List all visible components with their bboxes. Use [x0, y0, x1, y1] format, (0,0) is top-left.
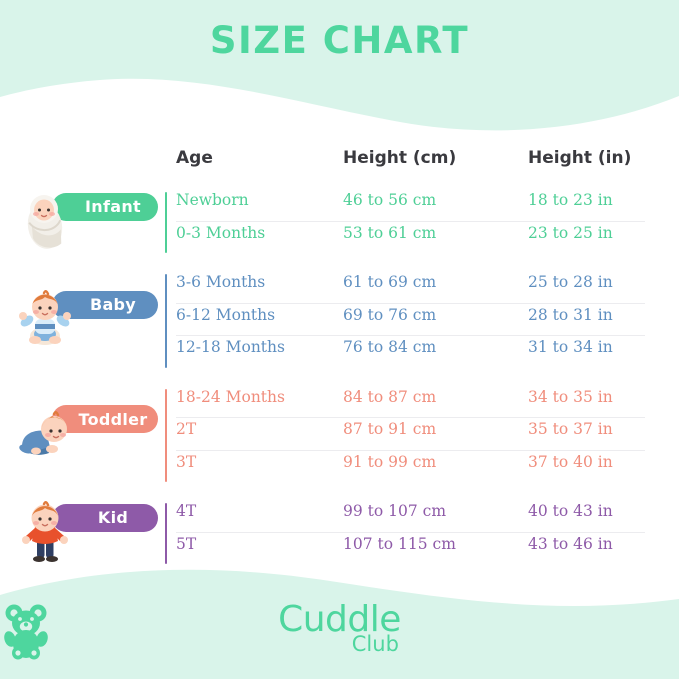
cell-age: 4T	[176, 502, 197, 520]
cell-height-cm: 99 to 107 cm	[343, 502, 447, 520]
cell-height-cm: 91 to 99 cm	[343, 452, 437, 471]
table-column-headers: Age Height (cm) Height (in)	[0, 148, 679, 188]
cell-age: 3T	[176, 452, 197, 471]
table-row: 12-18 Months 76 to 84 cm 31 to 34 in	[0, 335, 679, 368]
size-group-toddler: Toddler 18-24 Months 84 to 87 cm 34 to 35 …	[0, 385, 679, 500]
logo-secondary-text: Club	[351, 632, 399, 656]
crawling-toddler-icon	[14, 402, 76, 464]
cell-height-cm: 107 to 115 cm	[343, 534, 456, 553]
cell-height-cm: 53 to 61 cm	[343, 223, 437, 242]
logo-wordmark: Cuddle Club	[278, 602, 401, 655]
size-group-baby: Baby 3-6 Months 61 to 69 cm 25 to 28 in 6-1…	[0, 270, 679, 385]
table-row: 5T 107 to 115 cm 43 to 46 in	[0, 531, 679, 565]
size-group-kid: Kid 4T 99 to 107 cm 40 to 43 in 5T 107 to 11…	[0, 499, 679, 581]
teddy-bear-icon	[4, 604, 48, 660]
cell-age: Newborn	[176, 191, 249, 209]
cell-age: 18-24 Months	[176, 387, 285, 406]
category-pill: Toddler	[52, 405, 158, 434]
table-row: 18-24 Months 84 to 87 cm 34 to 35 in	[0, 385, 679, 418]
table-row: 2T 87 to 91 cm 35 to 37 in	[0, 417, 679, 450]
row-separator	[176, 335, 645, 336]
cell-height-in: 43 to 46 in	[528, 534, 613, 553]
cell-height-in: 35 to 37 in	[528, 420, 613, 438]
cell-height-in: 18 to 23 in	[528, 191, 613, 209]
cell-age: 0-3 Months	[176, 223, 266, 242]
footer-wave-shape	[0, 569, 679, 679]
cell-height-cm: 84 to 87 cm	[343, 387, 437, 406]
category-label: Infant	[85, 197, 141, 216]
cell-height-in: 25 to 28 in	[528, 273, 613, 291]
cell-age: 2T	[176, 420, 197, 438]
cell-height-cm: 69 to 76 cm	[343, 305, 437, 324]
cell-height-cm: 87 to 91 cm	[343, 420, 437, 438]
group-divider-kid	[165, 503, 167, 564]
group-divider-infant	[165, 192, 167, 253]
table-row: 3-6 Months 61 to 69 cm 25 to 28 in	[0, 270, 679, 303]
group-divider-baby	[165, 274, 167, 368]
footer-band: Cuddle Club	[0, 549, 679, 679]
cell-height-in: 31 to 34 in	[528, 338, 613, 356]
row-separator	[176, 449, 645, 451]
category-pill: Infant	[52, 192, 158, 221]
cell-height-cm: 46 to 56 cm	[343, 191, 437, 209]
cell-height-cm: 76 to 84 cm	[343, 338, 437, 356]
size-group-infant: Infant Newborn 46 to 56 cm 18 to 23 in 0-3 …	[0, 188, 679, 270]
column-header-height-in: Height (in)	[528, 148, 632, 168]
size-chart-table: Age Height (cm) Height (in) Infant Newbo…	[0, 148, 679, 581]
swaddled-baby-icon	[14, 190, 76, 252]
page-title: SIZE CHART	[209, 19, 470, 62]
table-row: 3T 91 to 99 cm 37 to 40 in	[0, 449, 679, 483]
row-separator	[176, 220, 645, 222]
cell-age: 5T	[176, 534, 197, 553]
category-label: Kid	[97, 508, 129, 527]
row-separator	[176, 302, 645, 304]
cell-height-in: 40 to 43 in	[528, 502, 613, 520]
category-label: Baby	[89, 295, 137, 315]
cell-age: 3-6 Months	[176, 273, 266, 291]
category-label: Toddler	[78, 409, 148, 429]
brand-logo: Cuddle Club	[0, 602, 679, 660]
row-separator	[176, 417, 645, 418]
logo-primary-text: Cuddle	[278, 599, 401, 640]
category-pill: Kid	[52, 503, 158, 532]
table-row: 6-12 Months 69 to 76 cm 28 to 31 in	[0, 302, 679, 336]
column-header-height-cm: Height (cm)	[343, 148, 457, 168]
header-band: SIZE CHART	[0, 0, 679, 135]
cell-height-cm: 61 to 69 cm	[343, 273, 437, 291]
header-wave-shape	[0, 0, 679, 131]
table-row: 0-3 Months 53 to 61 cm 23 to 25 in	[0, 220, 679, 254]
cell-age: 6-12 Months	[176, 305, 276, 324]
row-separator	[176, 531, 645, 533]
table-row: 4T 99 to 107 cm 40 to 43 in	[0, 499, 679, 532]
table-row: Newborn 46 to 56 cm 18 to 23 in	[0, 188, 679, 221]
cell-height-in: 23 to 25 in	[528, 223, 613, 242]
sitting-baby-icon	[14, 288, 76, 350]
cell-height-in: 37 to 40 in	[528, 452, 613, 471]
standing-kid-icon	[14, 500, 76, 563]
column-header-age: Age	[176, 148, 213, 168]
group-divider-toddler	[165, 388, 167, 482]
cell-height-in: 28 to 31 in	[528, 305, 613, 324]
cell-age: 12-18 Months	[176, 338, 285, 356]
cell-height-in: 34 to 35 in	[528, 387, 613, 406]
